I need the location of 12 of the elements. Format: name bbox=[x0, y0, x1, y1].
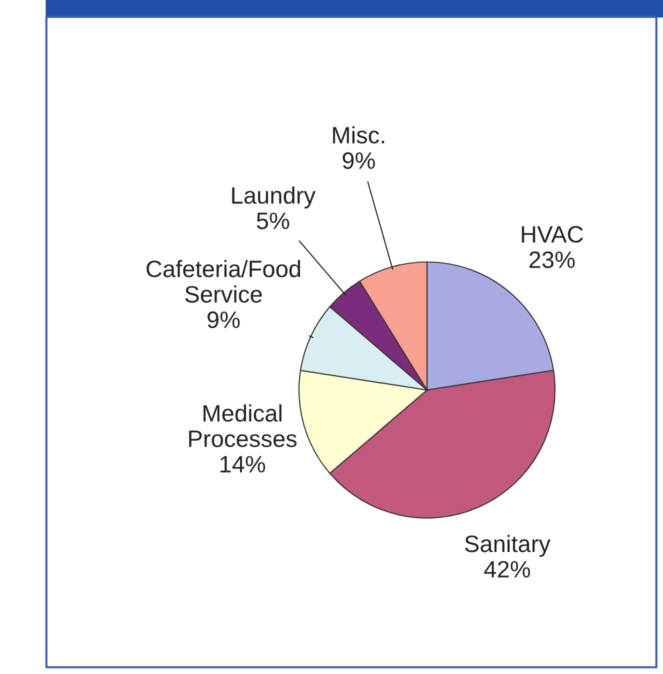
slice-label: HVAC bbox=[522, 226, 583, 243]
slice-label: Sanitary bbox=[465, 534, 551, 557]
data-label: 14% bbox=[220, 456, 266, 472]
data-label: 23% bbox=[529, 251, 575, 268]
data-label: 5% bbox=[256, 212, 290, 230]
slice-label: Laundry bbox=[232, 186, 316, 208]
slice-label: Cafeteria/Food Service bbox=[146, 260, 300, 303]
slice-label: Misc. bbox=[333, 126, 384, 144]
slice-label: Medical Processes bbox=[189, 404, 297, 448]
data-label: 9% bbox=[208, 311, 240, 328]
data-label: 9% bbox=[342, 152, 375, 169]
data-label: 42% bbox=[484, 560, 530, 578]
